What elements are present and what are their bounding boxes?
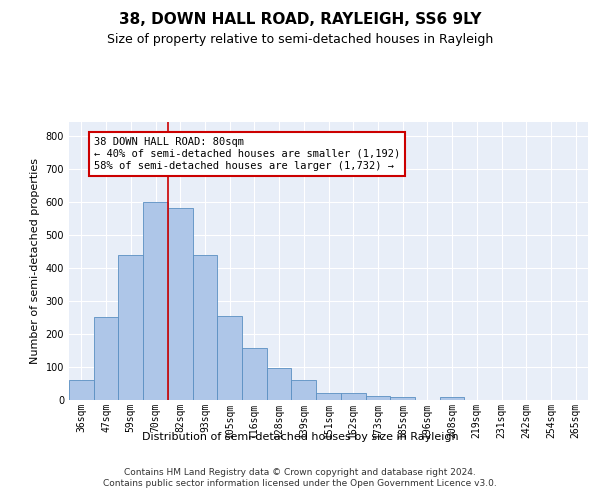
Bar bbox=[143, 202, 168, 400]
Bar bbox=[316, 392, 341, 400]
Text: 38 DOWN HALL ROAD: 80sqm
← 40% of semi-detached houses are smaller (1,192)
58% o: 38 DOWN HALL ROAD: 80sqm ← 40% of semi-d… bbox=[94, 138, 400, 170]
Text: Size of property relative to semi-detached houses in Rayleigh: Size of property relative to semi-detach… bbox=[107, 32, 493, 46]
Bar bbox=[440, 398, 464, 400]
Bar bbox=[365, 396, 390, 400]
Bar bbox=[193, 254, 217, 400]
Bar bbox=[341, 392, 365, 400]
Bar bbox=[69, 380, 94, 400]
Bar bbox=[118, 254, 143, 400]
Bar bbox=[217, 316, 242, 400]
Text: Distribution of semi-detached houses by size in Rayleigh: Distribution of semi-detached houses by … bbox=[142, 432, 458, 442]
Bar bbox=[242, 348, 267, 400]
Bar bbox=[94, 318, 118, 400]
Bar bbox=[390, 396, 415, 400]
Bar bbox=[267, 368, 292, 400]
Bar bbox=[292, 380, 316, 400]
Text: 38, DOWN HALL ROAD, RAYLEIGH, SS6 9LY: 38, DOWN HALL ROAD, RAYLEIGH, SS6 9LY bbox=[119, 12, 481, 28]
Bar bbox=[168, 208, 193, 400]
Y-axis label: Number of semi-detached properties: Number of semi-detached properties bbox=[30, 158, 40, 364]
Text: Contains HM Land Registry data © Crown copyright and database right 2024.
Contai: Contains HM Land Registry data © Crown c… bbox=[103, 468, 497, 487]
